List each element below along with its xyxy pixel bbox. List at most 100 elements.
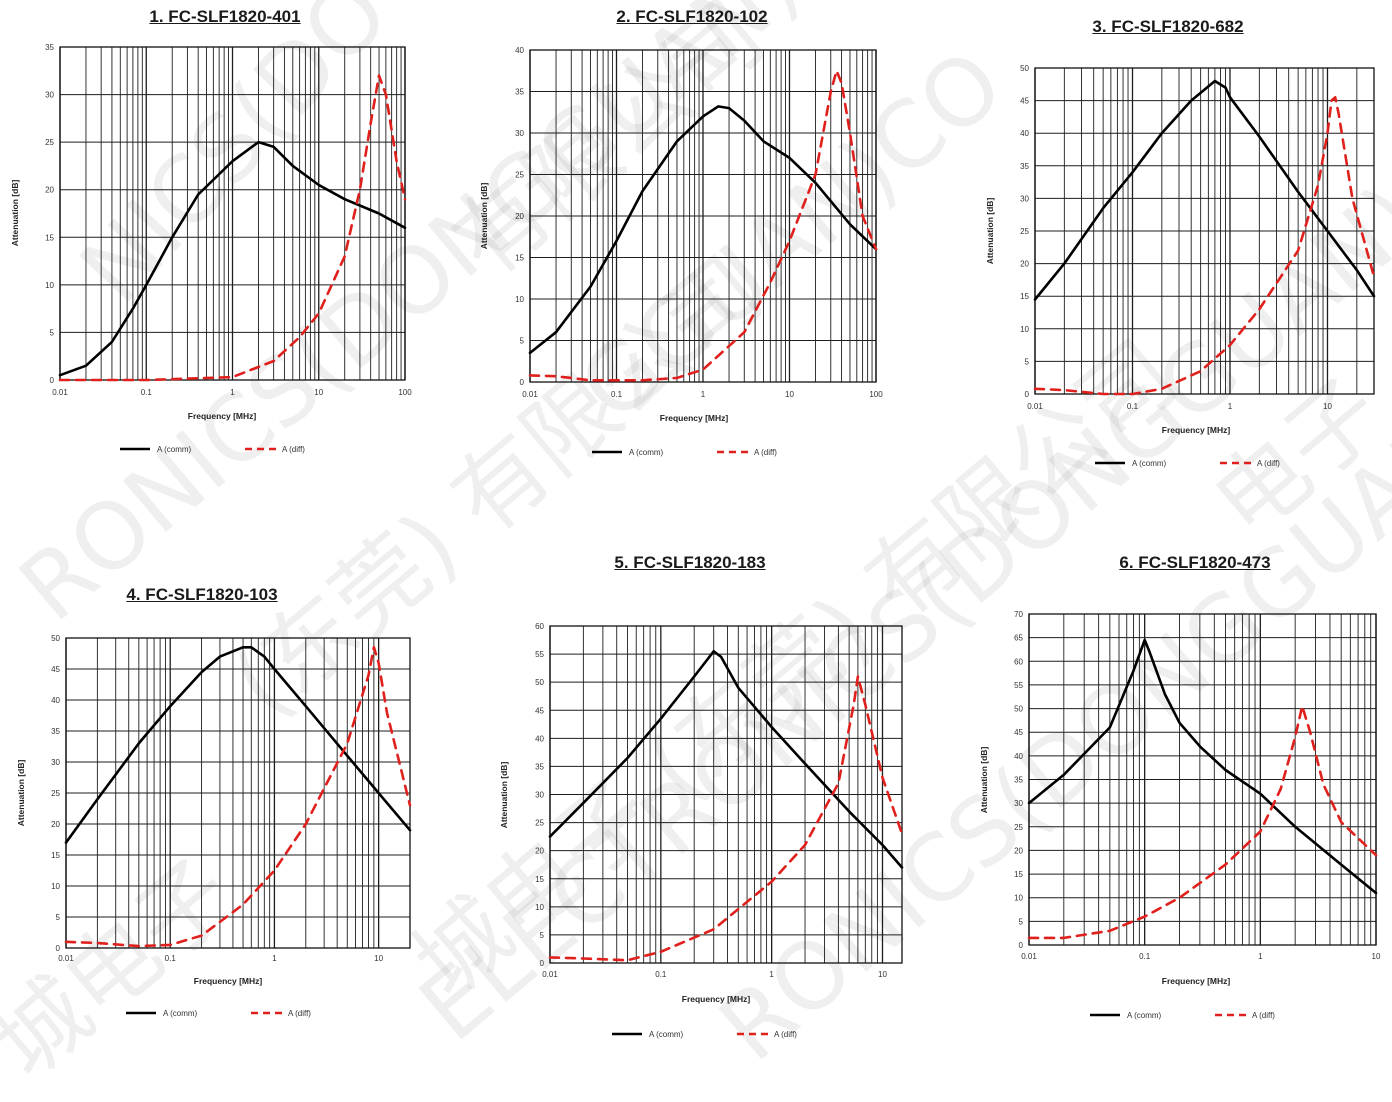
y-tick-label: 40 <box>1014 752 1023 761</box>
y-axis-label: Attenuation [dB] <box>16 760 26 827</box>
chart-panel-6: 0 5 10 15 20 25 30 35 40 45 50 55 60 65 70 0.01 0.1 1 10 Fr… <box>979 610 1381 1020</box>
x-tick-label: 10 <box>374 954 383 963</box>
y-tick-label: 50 <box>51 634 60 643</box>
y-tick-label: 35 <box>1020 162 1029 171</box>
legend-label-comm: A (comm) <box>1127 1011 1162 1020</box>
y-tick-label: 30 <box>45 91 54 100</box>
x-tick-label: 10 <box>1372 952 1381 961</box>
x-tick-label: 0.01 <box>52 388 68 397</box>
y-tick-label: 25 <box>1020 227 1029 236</box>
x-tick-label: 1 <box>230 388 235 397</box>
x-tick-label: 10 <box>314 388 323 397</box>
y-tick-label: 25 <box>535 819 544 828</box>
legend-label-comm: A (comm) <box>1132 459 1167 468</box>
y-tick-label: 5 <box>1025 357 1030 366</box>
legend-label-diff: A (diff) <box>774 1030 797 1039</box>
legend: A (comm) A (diff) <box>1090 1011 1275 1020</box>
series-line-comm <box>528 105 878 355</box>
series-line-diff <box>528 69 878 382</box>
x-tick-label: 1 <box>769 970 774 979</box>
x-tick-label: 10 <box>1323 402 1332 411</box>
x-tick-label: 100 <box>869 390 883 399</box>
y-tick-label: 30 <box>535 791 544 800</box>
y-tick-label: 15 <box>515 254 524 263</box>
y-tick-label: 20 <box>45 186 54 195</box>
y-tick-label: 40 <box>515 46 524 55</box>
y-tick-label: 5 <box>540 931 545 940</box>
y-tick-label: 15 <box>1014 870 1023 879</box>
legend-label-comm: A (comm) <box>157 445 192 454</box>
y-tick-label: 10 <box>1014 894 1023 903</box>
x-axis-label: Frequency [MHz] <box>194 976 263 986</box>
chart-panel-3: 0 5 10 15 20 25 30 35 40 45 50 0.01 0.1 1 10 Frequency … <box>985 64 1376 468</box>
y-tick-label: 40 <box>1020 129 1029 138</box>
y-tick-label: 35 <box>51 727 60 736</box>
series-line-diff <box>548 675 904 962</box>
y-tick-label: 5 <box>56 913 61 922</box>
y-axis-label: Attenuation [dB] <box>499 762 509 829</box>
y-tick-label: 55 <box>535 650 544 659</box>
y-tick-label: 35 <box>1014 776 1023 785</box>
chart-title: 3. FC-SLF1820-682 <box>1092 17 1244 36</box>
series-line-diff <box>58 74 407 382</box>
x-axis-label: Frequency [MHz] <box>1162 976 1231 986</box>
y-tick-label: 45 <box>51 665 60 674</box>
series-line-comm <box>58 140 407 377</box>
y-tick-label: 25 <box>1014 823 1023 832</box>
y-tick-label: 10 <box>1020 325 1029 334</box>
y-tick-label: 0 <box>540 959 545 968</box>
y-tick-label: 5 <box>50 328 55 337</box>
chart-panel-4: 0 5 10 15 20 25 30 35 40 45 50 0.01 0.1 1 10 Frequency … <box>16 634 412 1018</box>
x-tick-label: 0.01 <box>58 954 74 963</box>
legend-label-comm: A (comm) <box>629 448 664 457</box>
y-tick-label: 65 <box>1014 634 1023 643</box>
y-tick-label: 15 <box>51 851 60 860</box>
y-tick-label: 10 <box>515 295 524 304</box>
y-tick-label: 45 <box>535 706 544 715</box>
x-tick-label: 0.1 <box>1127 402 1139 411</box>
legend-label-diff: A (diff) <box>1257 459 1280 468</box>
y-tick-label: 50 <box>1014 705 1023 714</box>
y-tick-label: 30 <box>51 758 60 767</box>
legend-label-diff: A (diff) <box>754 448 777 457</box>
legend-label-diff: A (diff) <box>282 445 305 454</box>
x-tick-label: 10 <box>785 390 794 399</box>
y-tick-label: 50 <box>1020 64 1029 73</box>
y-tick-label: 10 <box>535 903 544 912</box>
y-axis-label: Attenuation [dB] <box>479 183 489 250</box>
plot-frame <box>549 625 903 964</box>
y-tick-label: 20 <box>1014 846 1023 855</box>
y-tick-label: 0 <box>520 378 525 387</box>
y-axis-label: Attenuation [dB] <box>10 180 20 247</box>
legend-label-comm: A (comm) <box>649 1030 684 1039</box>
y-tick-label: 60 <box>1014 657 1023 666</box>
y-tick-label: 40 <box>51 696 60 705</box>
y-tick-label: 25 <box>45 138 54 147</box>
chart-title: 2. FC-SLF1820-102 <box>616 7 768 26</box>
y-tick-label: 35 <box>45 43 54 52</box>
series-line-diff <box>64 646 412 948</box>
y-tick-label: 0 <box>56 944 61 953</box>
y-tick-label: 20 <box>535 847 544 856</box>
series-line-comm <box>548 650 904 869</box>
chart-title: 5. FC-SLF1820-183 <box>614 553 766 572</box>
plot-frame <box>529 49 877 383</box>
x-tick-label: 0.01 <box>522 390 538 399</box>
y-tick-label: 20 <box>515 212 524 221</box>
chart-panel-2: 0 5 10 15 20 25 30 35 40 0.01 0.1 1 10 100 Frequency [… <box>479 46 883 457</box>
y-tick-label: 35 <box>515 88 524 97</box>
chart-title: 6. FC-SLF1820-473 <box>1119 553 1271 572</box>
y-tick-label: 70 <box>1014 610 1023 619</box>
y-tick-label: 30 <box>1014 799 1023 808</box>
legend-label-diff: A (diff) <box>288 1009 311 1018</box>
x-tick-label: 0.1 <box>1139 952 1151 961</box>
series-line-comm <box>1033 79 1376 301</box>
y-axis-label: Attenuation [dB] <box>979 747 989 814</box>
x-tick-label: 100 <box>398 388 412 397</box>
y-tick-label: 0 <box>1025 390 1030 399</box>
y-tick-label: 15 <box>1020 292 1029 301</box>
y-tick-label: 45 <box>1014 728 1023 737</box>
plot-frame <box>1028 613 1377 946</box>
